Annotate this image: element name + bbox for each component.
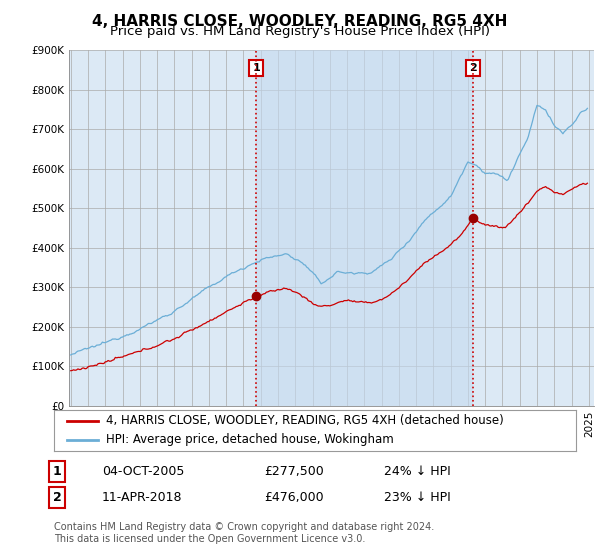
Text: Price paid vs. HM Land Registry's House Price Index (HPI): Price paid vs. HM Land Registry's House … bbox=[110, 25, 490, 38]
Text: 23% ↓ HPI: 23% ↓ HPI bbox=[384, 491, 451, 504]
Text: 1: 1 bbox=[253, 63, 260, 73]
Bar bbox=[256, 50, 473, 406]
Text: £476,000: £476,000 bbox=[264, 491, 323, 504]
Text: 04-OCT-2005: 04-OCT-2005 bbox=[102, 465, 184, 478]
Text: 24% ↓ HPI: 24% ↓ HPI bbox=[384, 465, 451, 478]
Text: 1: 1 bbox=[53, 465, 61, 478]
Text: 4, HARRIS CLOSE, WOODLEY, READING, RG5 4XH (detached house): 4, HARRIS CLOSE, WOODLEY, READING, RG5 4… bbox=[106, 414, 504, 427]
Text: 2: 2 bbox=[53, 491, 61, 504]
Text: 4, HARRIS CLOSE, WOODLEY, READING, RG5 4XH: 4, HARRIS CLOSE, WOODLEY, READING, RG5 4… bbox=[92, 14, 508, 29]
Text: HPI: Average price, detached house, Wokingham: HPI: Average price, detached house, Woki… bbox=[106, 433, 394, 446]
Text: 11-APR-2018: 11-APR-2018 bbox=[102, 491, 182, 504]
Text: Contains HM Land Registry data © Crown copyright and database right 2024.
This d: Contains HM Land Registry data © Crown c… bbox=[54, 522, 434, 544]
Text: 2: 2 bbox=[469, 63, 476, 73]
Text: £277,500: £277,500 bbox=[264, 465, 324, 478]
